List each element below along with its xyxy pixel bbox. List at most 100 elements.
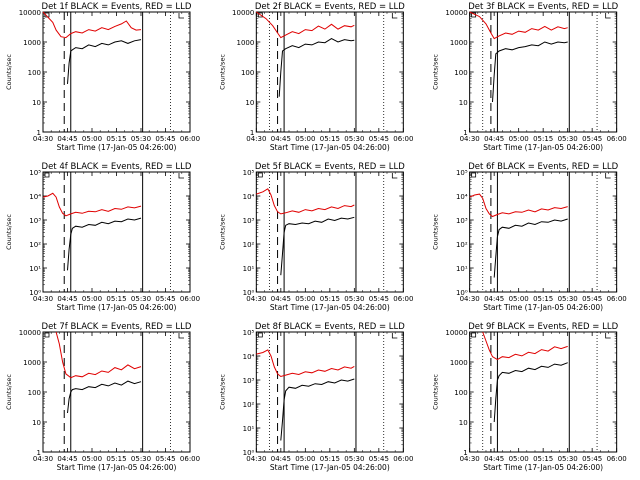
y-tick-label: 100 [454,69,467,77]
x-tick-label: 05:30 [131,295,151,303]
y-tick-label: 10² [456,241,468,249]
x-tick-label: 05:30 [344,135,364,143]
y-tick-label: 1000 [23,39,41,47]
y-tick-label: 10⁵ [456,169,468,177]
x-tick-label: 04:30 [460,135,480,143]
x-tick-label: 04:30 [246,455,266,463]
y-tick-label: 10⁰ [456,289,468,297]
chart-panel-9: Det 9f BLACK = Events, RED = LLD 1 10 100 10… [432,322,627,472]
y-axis-label: Counts/sec [5,214,13,250]
x-tick-label: 05:30 [558,295,578,303]
plot-frame [255,11,404,133]
chart-title: Det 8f BLACK = Events, RED = LLD [255,322,405,332]
y-tick-label: 10⁴ [29,193,41,201]
corner-marker-right [391,333,398,339]
x-tick-label: 06:00 [180,455,200,463]
y-tick-label: 10000 [19,329,41,337]
x-tick-label: 05:45 [155,295,175,303]
series-line-lld [482,331,568,361]
x-tick-label: 05:15 [320,135,340,143]
y-tick-label: 1000 [237,39,255,47]
series-line-events [493,362,568,423]
chart-panel-2: Det 2f BLACK = Events, RED = LLD 1 10 100 10… [218,2,413,152]
y-tick-label: 10⁵ [29,169,41,177]
x-tick-label: 06:00 [607,295,627,303]
y-tick-label: 10⁵ [243,329,255,337]
chart-panel-1: Det 1f BLACK = Events, RED = LLD 1 10 100 10… [5,2,200,152]
x-axis-label: Start Time (17-Jan-05 04:26:00) [270,143,390,152]
series-line-events [278,38,355,97]
y-tick-label: 10² [243,241,255,249]
y-tick-label: 10000 [232,9,254,17]
y-tick-label: 10³ [243,377,255,385]
x-tick-label: 05:15 [533,295,553,303]
x-tick-label: 06:00 [607,135,627,143]
x-tick-label: 06:00 [393,455,413,463]
y-tick-label: 10¹ [243,265,255,273]
x-tick-label: 05:45 [369,295,389,303]
x-tick-label: 06:00 [393,135,413,143]
y-tick-label: 10 [32,419,41,427]
x-tick-label: 04:30 [246,135,266,143]
y-tick-label: 10⁴ [243,193,255,201]
corner-marker-left [44,12,50,18]
x-axis-label: Start Time (17-Jan-05 04:26:00) [57,303,177,312]
x-tick-label: 05:00 [509,295,529,303]
y-tick-label: 1 [37,449,41,457]
y-axis-label: Counts/sec [5,374,13,410]
y-tick-label: 10² [29,241,41,249]
corner-marker-right [178,173,184,179]
x-tick-label: 05:45 [369,135,389,143]
x-axis-label: Start Time (17-Jan-05 04:26:00) [57,143,177,152]
y-tick-label: 10 [32,99,41,107]
x-tick-label: 04:30 [33,455,53,463]
x-tick-label: 04:45 [271,455,291,463]
x-tick-label: 04:45 [271,295,291,303]
y-tick-label: 10⁵ [243,169,255,177]
y-tick-label: 1000 [450,359,468,367]
chart-panel-6: Det 6f BLACK = Events, RED = LLD 10⁰ 10¹ 10… [432,162,627,312]
corner-marker-left [471,332,477,338]
x-tick-label: 05:15 [533,135,553,143]
y-tick-label: 100 [454,389,467,397]
y-tick-label: 10⁰ [29,289,41,297]
series-line-events [280,216,355,276]
x-axis-label: Start Time (17-Jan-05 04:26:00) [483,463,603,472]
corner-marker-right [605,13,611,19]
y-axis-label: Counts/sec [218,374,226,410]
x-tick-label: 05:45 [582,455,602,463]
y-axis-label: Counts/sec [432,374,440,410]
x-tick-label: 04:30 [246,295,266,303]
x-tick-label: 05:00 [82,295,102,303]
y-tick-label: 1000 [450,39,468,47]
series-line-events [67,217,142,271]
x-tick-label: 05:45 [582,135,602,143]
y-tick-label: 10000 [445,329,467,337]
y-tick-label: 10¹ [243,425,255,433]
y-tick-label: 1 [463,129,467,137]
corner-marker-left [44,172,50,178]
plot-frame [469,11,618,133]
y-tick-label: 10 [459,99,468,107]
x-tick-label: 04:45 [484,455,504,463]
y-tick-label: 1 [463,449,467,457]
x-tick-label: 05:30 [344,455,364,463]
corner-marker-left [257,12,263,18]
plot-frame [255,171,404,293]
corner-marker-left [471,12,477,18]
corner-marker-left [257,172,263,178]
x-axis-label: Start Time (17-Jan-05 04:26:00) [270,303,390,312]
x-tick-label: 05:45 [369,455,389,463]
corner-marker-right [178,13,184,19]
x-tick-label: 05:15 [533,455,553,463]
chart-panel-3: Det 3f BLACK = Events, RED = LLD 1 10 100 10… [432,2,627,152]
x-tick-label: 05:15 [106,295,126,303]
y-tick-label: 10⁰ [243,449,255,457]
series-line-lld [42,11,142,39]
x-axis-label: Start Time (17-Jan-05 04:26:00) [57,463,177,472]
x-tick-label: 05:00 [82,455,102,463]
x-tick-label: 04:45 [57,135,77,143]
series-line-lld [55,331,142,379]
series-line-events [67,380,142,414]
x-tick-label: 06:00 [393,295,413,303]
